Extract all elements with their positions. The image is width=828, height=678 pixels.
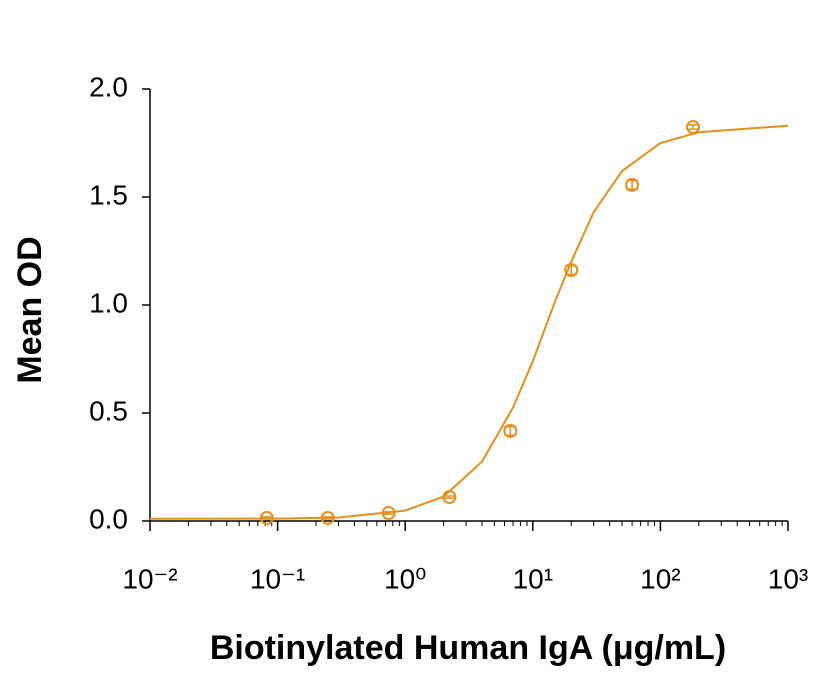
y-axis-title: Mean OD xyxy=(11,236,49,383)
point xyxy=(503,423,518,438)
point xyxy=(320,510,335,525)
error-bar xyxy=(686,124,699,130)
x-tick-label: 10⁻² xyxy=(122,563,177,594)
y-tick-label: 1.0 xyxy=(89,287,128,318)
y-tick-label: 2.0 xyxy=(89,71,128,102)
error-bar xyxy=(443,495,456,499)
y-tick-label: 0.0 xyxy=(89,503,128,534)
fit-curve xyxy=(149,124,789,520)
error-bar xyxy=(382,511,395,515)
x-axis-title: Biotinylated Human IgA (μg/mL) xyxy=(210,629,726,667)
point xyxy=(259,510,274,525)
point xyxy=(685,120,700,135)
point xyxy=(381,506,396,521)
x-tick-label: 10² xyxy=(640,563,680,594)
point xyxy=(625,177,640,192)
x-tick-label: 10⁻¹ xyxy=(250,563,305,594)
x-tick-label: 10⁰ xyxy=(384,563,426,594)
y-tick-label: 1.5 xyxy=(89,179,128,210)
y-tick-label: 0.5 xyxy=(89,395,128,426)
x-tick-label: 10¹ xyxy=(513,563,553,594)
point xyxy=(442,490,457,505)
error-bar xyxy=(321,516,334,520)
x-tick-label: 10³ xyxy=(768,563,808,594)
error-bar xyxy=(260,516,273,520)
point xyxy=(564,263,579,278)
